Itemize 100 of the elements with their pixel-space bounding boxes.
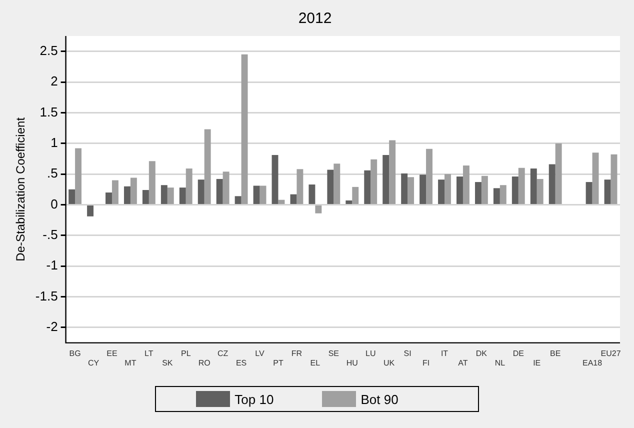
x-tick-label: CY [88, 358, 100, 368]
bar [68, 189, 76, 204]
bar [456, 176, 463, 204]
bar [260, 186, 266, 204]
bar [160, 185, 168, 204]
x-tick-label: DK [476, 348, 488, 358]
x-tick-label: DE [512, 348, 524, 358]
bar [253, 186, 260, 204]
x-tick-label: IE [533, 358, 541, 368]
bar [500, 185, 506, 204]
x-tick-label: EL [310, 358, 321, 368]
bar [308, 184, 316, 204]
bar [481, 176, 488, 204]
x-tick-label: SK [162, 358, 174, 368]
x-tick-label: ES [236, 358, 247, 368]
bar [408, 177, 414, 204]
bar [530, 168, 537, 204]
bar [272, 155, 278, 204]
x-tick-label: PL [180, 348, 192, 358]
x-tick-label: EA18 [582, 358, 603, 368]
bar [315, 205, 322, 214]
x-tick-label: HU [346, 358, 358, 368]
bar [87, 205, 94, 216]
bar [438, 180, 445, 204]
chart-title: 2012 [298, 10, 332, 28]
legend-label: Top 10 [234, 392, 274, 406]
x-tick-label: IT [440, 348, 448, 358]
x-tick-label: NL [494, 358, 506, 368]
bar [346, 200, 352, 204]
bar [204, 129, 211, 204]
bar [290, 194, 297, 204]
bar [426, 148, 432, 204]
bar [586, 182, 592, 204]
bar [548, 164, 556, 204]
bar [604, 180, 611, 204]
y-tick-label: -2 [46, 319, 58, 334]
bar [512, 176, 518, 204]
bar [112, 180, 118, 204]
y-tick-label: -1.5 [35, 288, 58, 304]
x-tick-label: SE [328, 348, 339, 358]
x-tick-label: EE [106, 348, 118, 358]
x-tick-label: MT [124, 358, 136, 368]
bar [389, 140, 396, 204]
bar [518, 168, 525, 204]
bar [401, 173, 408, 204]
bar [222, 172, 230, 204]
x-tick-label: RO [198, 358, 210, 368]
x-tick-label: FR [291, 348, 302, 358]
bar [216, 178, 223, 204]
bar [592, 152, 599, 204]
legend-label: Bot 90 [360, 392, 398, 406]
bar [124, 186, 130, 204]
bar [148, 161, 156, 204]
bar [493, 188, 500, 204]
bar [444, 174, 451, 204]
bar [186, 168, 192, 204]
x-tick-label: LT [144, 348, 154, 358]
bar [536, 178, 544, 204]
y-tick-label: 0 [50, 196, 58, 212]
bar [382, 155, 390, 204]
x-tick-label: LV [255, 348, 266, 358]
x-tick-label: LU [365, 348, 376, 358]
y-tick-label: 1 [50, 134, 58, 150]
bar [278, 200, 285, 204]
y-tick-label: -1 [46, 258, 58, 273]
x-tick-label: FI [422, 358, 430, 368]
x-tick-label: AT [458, 358, 468, 368]
x-tick-label: BG [69, 348, 81, 358]
bar [167, 188, 174, 204]
bar [130, 178, 137, 204]
bar [198, 180, 204, 204]
bar [234, 196, 242, 204]
bar [420, 174, 426, 204]
bar [334, 164, 340, 204]
y-tick-label: .5 [46, 166, 58, 181]
bar [142, 190, 149, 204]
y-tick-label: -.5 [42, 227, 58, 242]
bar [75, 148, 82, 204]
y-tick-label: 1.5 [40, 104, 58, 120]
x-tick-label: CZ [217, 348, 228, 358]
bar [106, 192, 112, 204]
bar [179, 188, 186, 204]
x-tick-label: BE [550, 348, 561, 358]
bar [327, 170, 334, 204]
bar [241, 54, 248, 204]
x-tick-label: EU27 [600, 348, 622, 358]
bar [352, 186, 359, 204]
bar [462, 165, 470, 204]
y-tick-label: 2 [50, 74, 58, 89]
bar [474, 182, 482, 204]
bar [610, 154, 618, 204]
bar [296, 169, 304, 204]
bar [364, 170, 371, 204]
x-tick-label: PT [273, 358, 284, 368]
bar [370, 159, 378, 204]
bar [555, 143, 562, 204]
x-tick-label: SI [404, 348, 412, 358]
y-axis-title: De-Stabilization Coefficient [14, 116, 28, 262]
y-tick-label: 2.5 [40, 42, 58, 58]
x-tick-label: UK [384, 358, 396, 368]
